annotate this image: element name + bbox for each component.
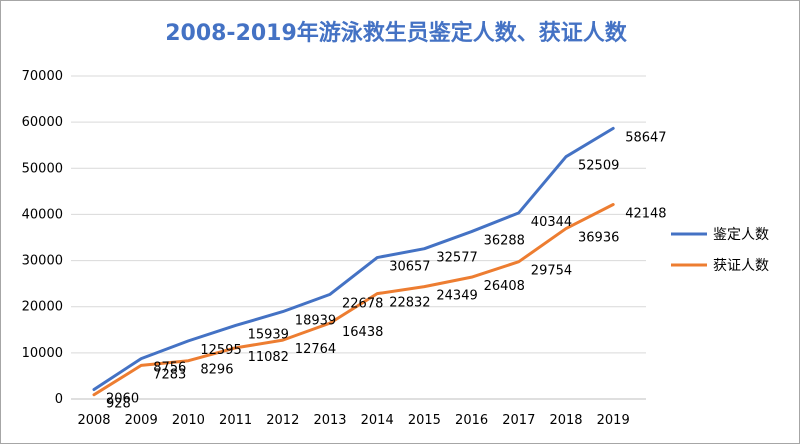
legend-label: 获证人数 bbox=[713, 258, 769, 274]
x-tick-label: 2017 bbox=[502, 413, 535, 428]
x-tick-label: 2011 bbox=[219, 413, 252, 428]
data-label: 928 bbox=[106, 397, 131, 412]
data-label: 12764 bbox=[295, 342, 336, 357]
x-tick-label: 2018 bbox=[549, 413, 582, 428]
y-tick-label: 40000 bbox=[22, 207, 63, 222]
y-tick-label: 30000 bbox=[22, 254, 63, 269]
data-label: 32577 bbox=[436, 251, 477, 266]
data-label: 16438 bbox=[342, 325, 383, 340]
x-tick-label: 2015 bbox=[408, 413, 441, 428]
y-tick-label: 10000 bbox=[22, 346, 63, 361]
chart-title: 2008-2019年游泳救生员鉴定人数、获证人数 bbox=[165, 21, 627, 46]
gridlines bbox=[71, 75, 646, 400]
data-label: 24349 bbox=[436, 289, 477, 304]
legend-label: 鉴定人数 bbox=[713, 227, 769, 243]
x-tick-label: 2014 bbox=[361, 413, 394, 428]
data-label: 22832 bbox=[389, 296, 430, 311]
data-label: 18939 bbox=[295, 314, 336, 329]
data-label: 30657 bbox=[389, 260, 430, 275]
y-tick-label: 20000 bbox=[22, 300, 63, 315]
x-tick-label: 2010 bbox=[172, 413, 205, 428]
data-label: 36288 bbox=[484, 234, 525, 249]
data-label: 8756 bbox=[153, 361, 186, 376]
y-tick-label: 60000 bbox=[22, 115, 63, 130]
y-tick-label: 50000 bbox=[22, 161, 63, 176]
data-label: 36936 bbox=[578, 231, 619, 246]
data-label: 8296 bbox=[200, 363, 233, 378]
y-tick-label: 0 bbox=[55, 392, 63, 407]
data-label: 15939 bbox=[248, 327, 289, 342]
data-label: 42148 bbox=[625, 207, 666, 222]
data-label: 58647 bbox=[625, 130, 666, 145]
x-tick-label: 2008 bbox=[77, 413, 110, 428]
data-label: 7283 bbox=[153, 367, 186, 382]
data-label: 52509 bbox=[578, 159, 619, 174]
axis-labels: 0 10000 20000 30000 40000 50000 60000 70000 2008… bbox=[22, 69, 630, 428]
x-tick-label: 2013 bbox=[313, 413, 346, 428]
x-tick-label: 2009 bbox=[125, 413, 158, 428]
data-label: 26408 bbox=[484, 279, 525, 294]
x-tick-label: 2019 bbox=[597, 413, 630, 428]
data-labels: 2060 8756 12595 15939 18939 22678 30657 32577 36… bbox=[106, 130, 667, 411]
x-tick-label: 2016 bbox=[455, 413, 488, 428]
series-line-1 bbox=[92, 126, 615, 391]
data-label: 12595 bbox=[200, 343, 241, 358]
data-label: 40344 bbox=[531, 215, 572, 230]
data-label: 2060 bbox=[106, 391, 139, 406]
data-label: 29754 bbox=[531, 264, 572, 279]
series-lines bbox=[92, 126, 615, 397]
y-tick-label: 70000 bbox=[22, 69, 63, 84]
data-label: 22678 bbox=[342, 296, 383, 311]
data-label: 11082 bbox=[248, 350, 289, 365]
series-line-2 bbox=[92, 203, 615, 397]
x-tick-label: 2012 bbox=[266, 413, 299, 428]
